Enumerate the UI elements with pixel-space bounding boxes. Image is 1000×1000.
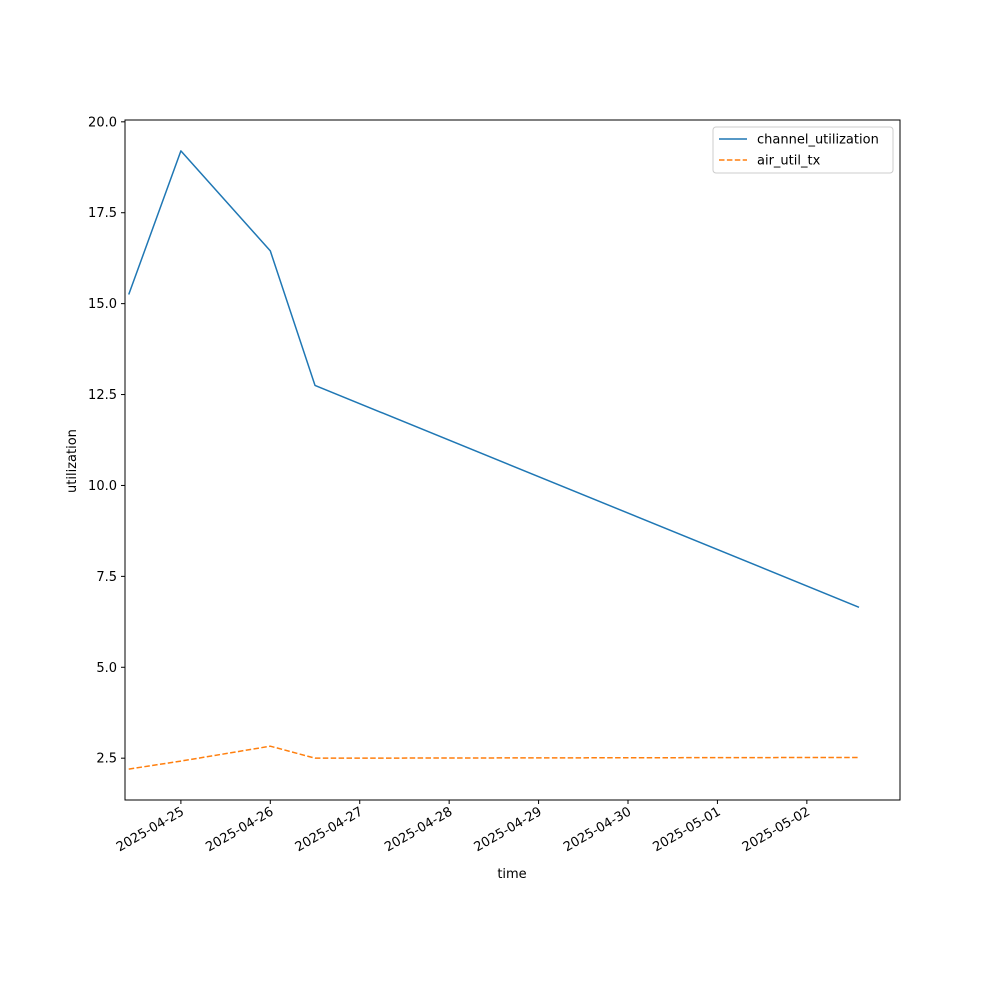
legend: channel_utilization air_util_tx [712, 126, 894, 174]
series-line-air-util-tx [128, 745, 860, 770]
y-tick-label: 5.0 [96, 661, 117, 676]
y-tick-label: 15.0 [88, 297, 117, 312]
legend-label: channel_utilization [757, 133, 879, 148]
x-axis-label: time [497, 867, 526, 882]
legend-label: air_util_tx [757, 154, 821, 169]
y-tick-label: 12.5 [88, 388, 117, 403]
series-line-channel-utilization [128, 150, 860, 608]
plot-frame [124, 119, 901, 801]
y-tick-label: 17.5 [88, 206, 117, 221]
series-layer [128, 150, 860, 770]
y-tick-label: 7.5 [96, 570, 117, 585]
y-tick-label: 20.0 [88, 115, 117, 130]
y-axis-label: utilization [65, 429, 80, 493]
y-tick-label: 2.5 [96, 752, 117, 767]
legend-box [712, 126, 894, 174]
y-tick-label: 10.0 [88, 479, 117, 494]
y-axis: 2.5 5.0 7.5 10.0 12.5 15.0 17.5 20.0 [88, 115, 125, 767]
